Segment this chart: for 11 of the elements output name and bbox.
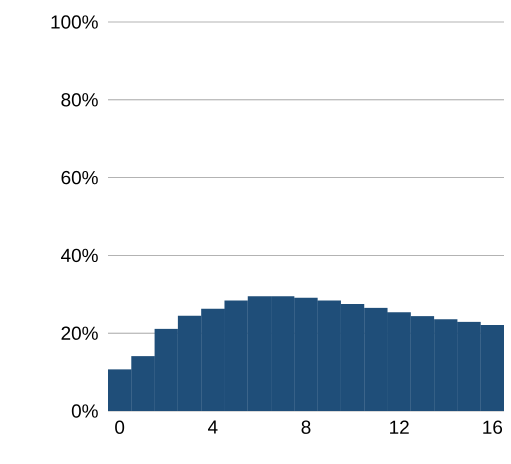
y-tick-label: 60% xyxy=(62,170,98,184)
y-tick-label: 100% xyxy=(52,15,98,29)
y-tick-label: 20% xyxy=(62,326,98,340)
x-tick-label: 8 xyxy=(302,420,310,434)
x-tick-label: 16 xyxy=(483,420,502,434)
x-tick-label: 4 xyxy=(208,420,218,434)
x-tick-label: 12 xyxy=(390,420,409,434)
y-tick-label: 40% xyxy=(61,248,98,262)
x-tick-label: 0 xyxy=(115,420,124,434)
y-tick-label: 80% xyxy=(61,93,98,106)
y-tick-label: 0% xyxy=(72,404,98,418)
